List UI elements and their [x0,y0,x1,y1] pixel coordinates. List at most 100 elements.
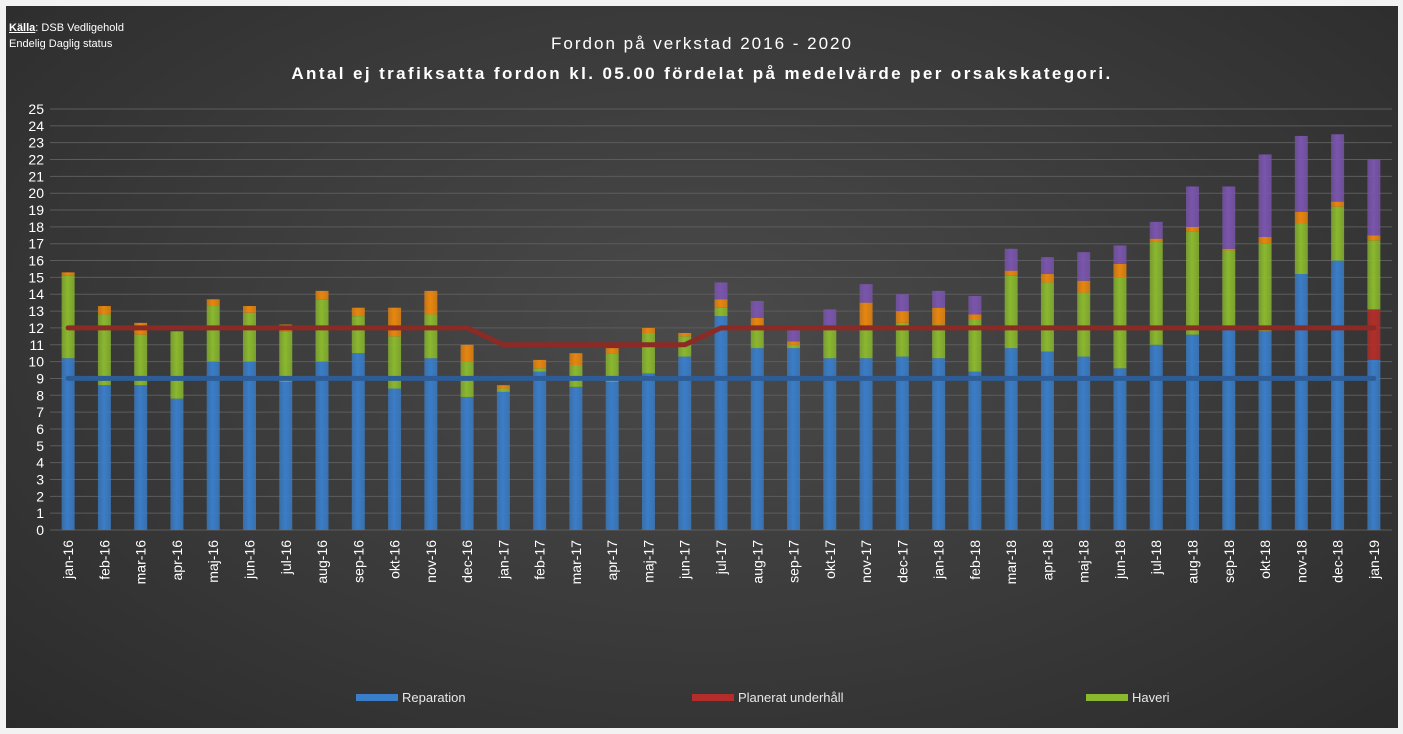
bar-segment [1294,135,1308,212]
x-tick-label: jun-17 [677,540,693,580]
bar-segment [424,290,438,315]
y-tick-label: 19 [28,202,44,218]
bar-segment [279,331,293,382]
legend-label: Planerat underhåll [738,689,844,705]
bar-segment [315,361,329,530]
source-text: : DSB Vedligehold [35,22,124,34]
bar-segment [1367,240,1381,310]
bar-segment [859,327,873,359]
x-tick-label: okt-17 [822,540,838,579]
bar-segment [1149,344,1163,530]
bar-segment [351,316,365,354]
bar-segment [641,327,655,333]
x-tick-label: jun-16 [241,540,257,580]
bar-segment [1004,270,1018,276]
y-tick-label: 18 [28,219,44,235]
bar-segment [242,361,256,530]
y-tick-label: 1 [36,505,44,521]
bar-segment [932,290,946,308]
bar-segment [895,322,909,357]
bar-segment [1222,329,1236,530]
y-tick-label: 14 [28,286,44,302]
chart-subtitle: Antal ej trafiksatta fordon kl. 05.00 fö… [291,64,1113,83]
y-tick-label: 7 [36,404,44,420]
bar-segment [932,324,946,359]
bar-segment [1331,201,1345,207]
bar-segment [1113,245,1127,264]
x-tick-label: nov-16 [423,540,439,583]
bar-segment [1004,275,1018,349]
bar-segment [496,385,510,389]
source-note: Källa: DSB Vedligehold Endelig Daglig st… [9,20,124,52]
bar-segment [859,284,873,303]
y-tick-label: 3 [36,471,44,487]
x-tick-label: aug-17 [749,540,765,584]
bar-segment [678,332,692,337]
bar-segment [859,358,873,530]
x-tick-label: dec-16 [459,540,475,583]
bar-segment [388,336,402,389]
bar-segment [678,356,692,530]
bar-segment [533,359,547,369]
y-tick-label: 13 [28,303,44,319]
bar-segment [787,341,801,345]
x-tick-label: sep-16 [350,540,366,583]
y-tick-label: 5 [36,438,44,454]
x-tick-label: maj-18 [1076,540,1092,583]
bar-segment [1331,260,1345,530]
bar-segment [1113,263,1127,278]
legend-item: Haveri [1086,687,1170,707]
bar-segment [460,344,474,362]
bar-segment [714,282,728,300]
bar-segment [1294,211,1308,224]
bar-segment [1040,282,1054,352]
chart-legend: Reparation Planerat underhåll Haveri [6,687,1398,707]
x-tick-label: aug-18 [1185,540,1201,584]
bar-segment [134,334,148,386]
bar-segment [424,314,438,359]
bar-segment [1258,243,1272,332]
bar-segment [1331,206,1345,261]
legend-label: Reparation [402,689,466,705]
bar-segment [787,327,801,342]
y-tick-label: 21 [28,168,44,184]
bar-segment [714,299,728,308]
source-label: Källa [9,22,36,34]
bar-segment [1294,223,1308,275]
bar-segment [61,275,75,359]
bar-segment [1149,238,1163,243]
x-tick-label: okt-16 [387,540,403,579]
y-tick-label: 11 [29,337,44,353]
y-tick-label: 23 [28,135,44,151]
bar-segment [206,306,220,362]
bar-segment [460,396,474,530]
x-tick-label: dec-18 [1330,540,1346,583]
x-tick-label: apr-16 [169,540,185,581]
bar-segment [787,344,801,349]
x-tick-label: nov-17 [858,540,874,583]
x-tick-label: feb-18 [967,540,983,580]
bar-segment [1186,226,1200,232]
y-tick-label: 10 [28,354,44,370]
x-tick-label: okt-18 [1257,540,1273,579]
x-tick-label: dec-17 [894,540,910,583]
x-tick-label: mar-17 [568,540,584,585]
chart-plot: 0123456789101112131415161718192021222324… [28,101,1392,585]
bar-segment [1149,221,1163,239]
y-tick-label: 15 [28,269,44,285]
x-tick-label: jan-16 [60,540,76,580]
bar-segment [134,385,148,530]
bar-segment [1004,348,1018,530]
bar-segment [279,381,293,530]
bar-segment [1222,248,1236,251]
x-tick-label: aug-16 [314,540,330,584]
bar-segment [1258,236,1272,244]
bar-segment [1186,231,1200,335]
bar-segment [1113,368,1127,530]
bar-segment [1222,250,1236,330]
x-tick-label: nov-18 [1293,540,1309,583]
bar-segment [968,295,982,315]
bar-segment [714,307,728,317]
y-tick-label: 24 [28,118,44,134]
bar-segment [1077,292,1091,357]
